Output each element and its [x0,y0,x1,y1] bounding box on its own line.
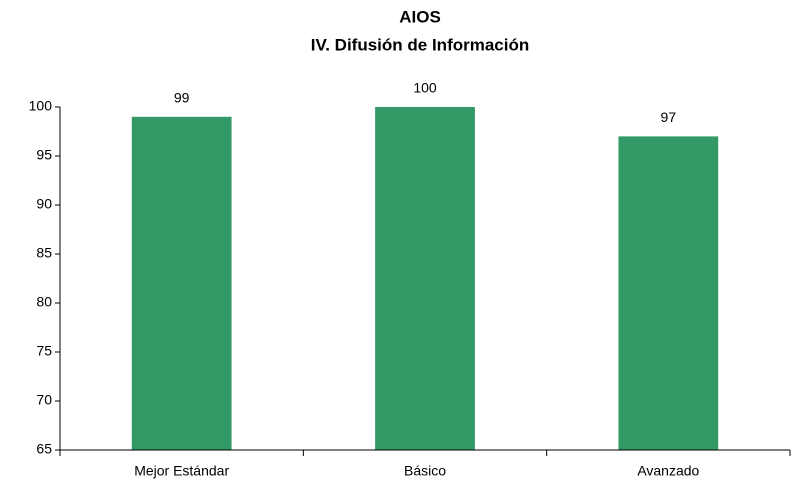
chart-subtitle: IV. Difusión de Información [311,35,530,54]
data-label: 99 [174,90,190,106]
y-tick-label: 90 [36,196,52,212]
y-tick-label: 85 [36,245,52,261]
y-tick-label: 95 [36,147,52,163]
y-tick-label: 70 [36,392,52,408]
chart-title: AIOS [399,7,441,26]
x-tick-label: Básico [404,463,446,479]
bar [131,116,232,451]
y-tick-label: 80 [36,294,52,310]
y-tick-label: 75 [36,343,52,359]
data-label: 100 [413,80,437,96]
x-tick-label: Avanzado [637,463,699,479]
bar [618,136,719,450]
x-tick-label: Mejor Estándar [134,463,229,479]
bar [375,107,475,450]
y-tick-label: 100 [29,98,53,114]
data-label: 97 [661,109,677,125]
y-tick-label: 65 [36,441,52,457]
